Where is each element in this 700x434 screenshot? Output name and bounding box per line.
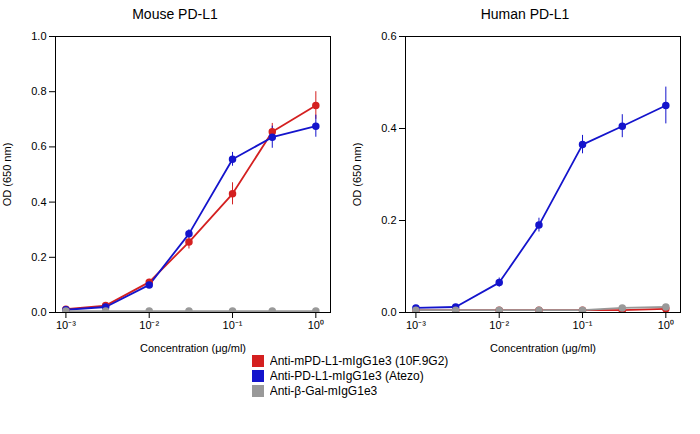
html-text:Human PD-L1: Human PD-L1 xyxy=(480,6,570,22)
html-text:Anti-mPD-L1-mIgG1e3 (10F.9G2): Anti-mPD-L1-mIgG1e3 (10F.9G2) xyxy=(269,354,449,368)
svg-text:10⁻²: 10⁻² xyxy=(489,319,509,331)
svg-text:10⁻³: 10⁻³ xyxy=(406,319,426,331)
svg-text:0.4: 0.4 xyxy=(31,196,46,208)
svg-text:OD (650 nm): OD (650 nm) xyxy=(351,143,363,207)
svg-text:10⁻¹: 10⁻¹ xyxy=(223,319,243,331)
svg-text:0.0: 0.0 xyxy=(381,306,396,318)
svg-text:10⁰: 10⁰ xyxy=(308,319,324,331)
svg-text:0.4: 0.4 xyxy=(381,122,396,134)
svg-text:10⁻²: 10⁻² xyxy=(139,319,159,331)
svg-text:0.0: 0.0 xyxy=(31,306,46,318)
svg-text:OD (650 nm): OD (650 nm) xyxy=(1,143,13,207)
html-text:Anti-β-Gal-mIgG1e3: Anti-β-Gal-mIgG1e3 xyxy=(269,384,378,398)
svg-text:Concentration (μg/ml): Concentration (μg/ml) xyxy=(140,342,246,354)
svg-text:0.6: 0.6 xyxy=(381,30,396,42)
svg-text:10⁻¹: 10⁻¹ xyxy=(573,319,593,331)
html-text:Mouse PD-L1: Mouse PD-L1 xyxy=(132,6,218,22)
svg-text:Concentration (μg/ml): Concentration (μg/ml) xyxy=(490,342,596,354)
svg-text:10⁰: 10⁰ xyxy=(658,319,674,331)
svg-text:0.6: 0.6 xyxy=(31,140,46,152)
svg-text:0.2: 0.2 xyxy=(31,251,46,263)
svg-text:0.2: 0.2 xyxy=(381,214,396,226)
svg-text:0.8: 0.8 xyxy=(31,85,46,97)
svg-text:10⁻³: 10⁻³ xyxy=(56,319,76,331)
html-text:Anti-PD-L1-mIgG1e3 (Atezo): Anti-PD-L1-mIgG1e3 (Atezo) xyxy=(269,369,424,383)
svg-text:1.0: 1.0 xyxy=(31,30,46,42)
